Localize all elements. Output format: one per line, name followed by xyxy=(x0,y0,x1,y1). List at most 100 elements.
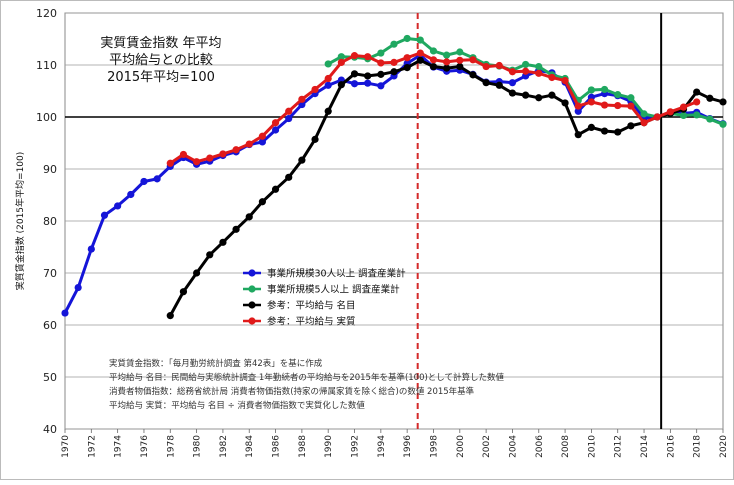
x-tick-label: 2002 xyxy=(482,435,492,458)
series-4-point xyxy=(403,54,411,62)
series-4-point xyxy=(443,58,451,66)
series-2-point xyxy=(587,86,596,94)
series-3-point xyxy=(337,81,345,89)
x-tick-label: 2010 xyxy=(587,435,597,458)
x-tick-label: 2006 xyxy=(535,435,545,458)
series-4-point xyxy=(587,98,596,106)
series-4-point xyxy=(495,61,503,70)
series-4-point xyxy=(219,150,227,158)
series-4-point xyxy=(429,56,438,64)
series-3-point xyxy=(508,89,517,97)
series-2-point xyxy=(627,94,635,102)
chart-title-line: 2015年平均=100 xyxy=(107,70,215,85)
series-4-point xyxy=(640,119,648,127)
chart-title-line: 実質賃金指数 年平均 xyxy=(100,35,221,51)
series-2-point xyxy=(679,111,688,120)
series-2-point xyxy=(693,111,701,119)
series-1-point xyxy=(140,177,148,186)
x-tick-label: 1994 xyxy=(377,435,387,458)
series-4-point xyxy=(337,58,345,66)
note-line: 平均給与 実質：平均給与 名目 ÷ 消費者物価指数で実質化した数値 xyxy=(109,400,365,411)
series-2-point xyxy=(522,60,530,69)
series-4-point xyxy=(166,159,174,167)
series-4-point xyxy=(482,62,490,71)
series-1-point xyxy=(100,211,109,219)
x-tick-label: 1992 xyxy=(351,435,361,458)
series-1-point xyxy=(114,202,122,210)
series-3-point xyxy=(614,128,622,136)
series-2-point xyxy=(640,110,648,118)
series-3-point xyxy=(377,70,385,78)
series-3-point xyxy=(443,64,451,72)
series-1-point xyxy=(153,175,161,183)
series-4-point xyxy=(377,59,385,67)
series-3-point xyxy=(693,88,701,96)
series-3-point xyxy=(219,238,227,246)
series-2-point xyxy=(614,91,622,99)
series-2-point xyxy=(324,60,332,68)
series-3-point xyxy=(416,56,424,64)
series-2-point xyxy=(443,51,451,59)
x-tick-label: 2014 xyxy=(640,435,650,458)
series-3-point xyxy=(324,107,332,115)
series-1-point xyxy=(508,79,517,87)
x-tick-label: 2018 xyxy=(693,435,703,458)
series-3-point xyxy=(166,312,174,320)
y-tick-label: 50 xyxy=(43,371,57,384)
legend-swatch-marker xyxy=(248,285,256,293)
x-tick-label: 1978 xyxy=(166,435,176,458)
series-3-point xyxy=(311,135,319,143)
series-3-point xyxy=(390,68,398,76)
y-tick-label: 120 xyxy=(36,7,57,20)
series-1-point xyxy=(127,190,135,199)
series-3-point xyxy=(587,123,596,131)
legend-swatch-marker xyxy=(248,301,256,309)
series-4-point xyxy=(693,98,701,106)
series-line-3 xyxy=(168,58,724,317)
series-4-point xyxy=(469,56,477,64)
legend-swatch-marker xyxy=(248,269,256,277)
series-4-point xyxy=(416,49,424,57)
x-tick-label: 1988 xyxy=(298,435,308,458)
series-1-point xyxy=(364,79,372,87)
series-4-point xyxy=(232,146,240,154)
series-3-point xyxy=(350,70,359,78)
x-tick-label: 1976 xyxy=(140,435,150,458)
x-tick-label: 1982 xyxy=(219,435,229,458)
series-4-point xyxy=(285,107,293,115)
chart-title-line: 平均給与との比較 xyxy=(109,53,213,68)
series-1-point xyxy=(574,107,582,115)
series-3-point xyxy=(271,185,280,193)
series-3-point xyxy=(285,173,293,181)
x-tick-label: 2020 xyxy=(719,435,729,458)
x-tick-label: 1980 xyxy=(193,435,203,458)
series-3-point xyxy=(258,198,266,206)
series-4-point xyxy=(600,101,609,109)
series-3-point xyxy=(574,131,582,139)
series-4-point xyxy=(627,102,635,110)
series-4-point xyxy=(258,132,266,140)
x-tick-label: 2012 xyxy=(614,435,624,458)
series-1-point xyxy=(285,114,293,123)
series-2-point xyxy=(429,47,438,55)
series-3-point xyxy=(179,288,188,296)
legend-label: 参考：平均給与 実質 xyxy=(267,316,356,328)
series-4-point xyxy=(193,158,201,166)
series-4-point xyxy=(561,77,569,85)
x-tick-label: 1996 xyxy=(403,435,413,458)
series-4-point xyxy=(456,56,464,64)
y-tick-label: 110 xyxy=(36,59,57,72)
series-4-point xyxy=(679,103,688,111)
series-3-point xyxy=(403,64,411,72)
x-tick-label: 1984 xyxy=(245,435,255,458)
series-4-point xyxy=(614,101,622,110)
series-1-point xyxy=(377,82,385,90)
series-4-point xyxy=(666,108,674,116)
series-4-point xyxy=(574,102,582,110)
series-2-point xyxy=(600,85,609,94)
legend-label: 事業所規模30人以上 調査産業計 xyxy=(267,268,406,280)
series-3-point xyxy=(495,81,503,89)
series-3-point xyxy=(245,213,253,221)
series-3-point xyxy=(627,122,635,130)
series-3-point xyxy=(364,72,372,80)
